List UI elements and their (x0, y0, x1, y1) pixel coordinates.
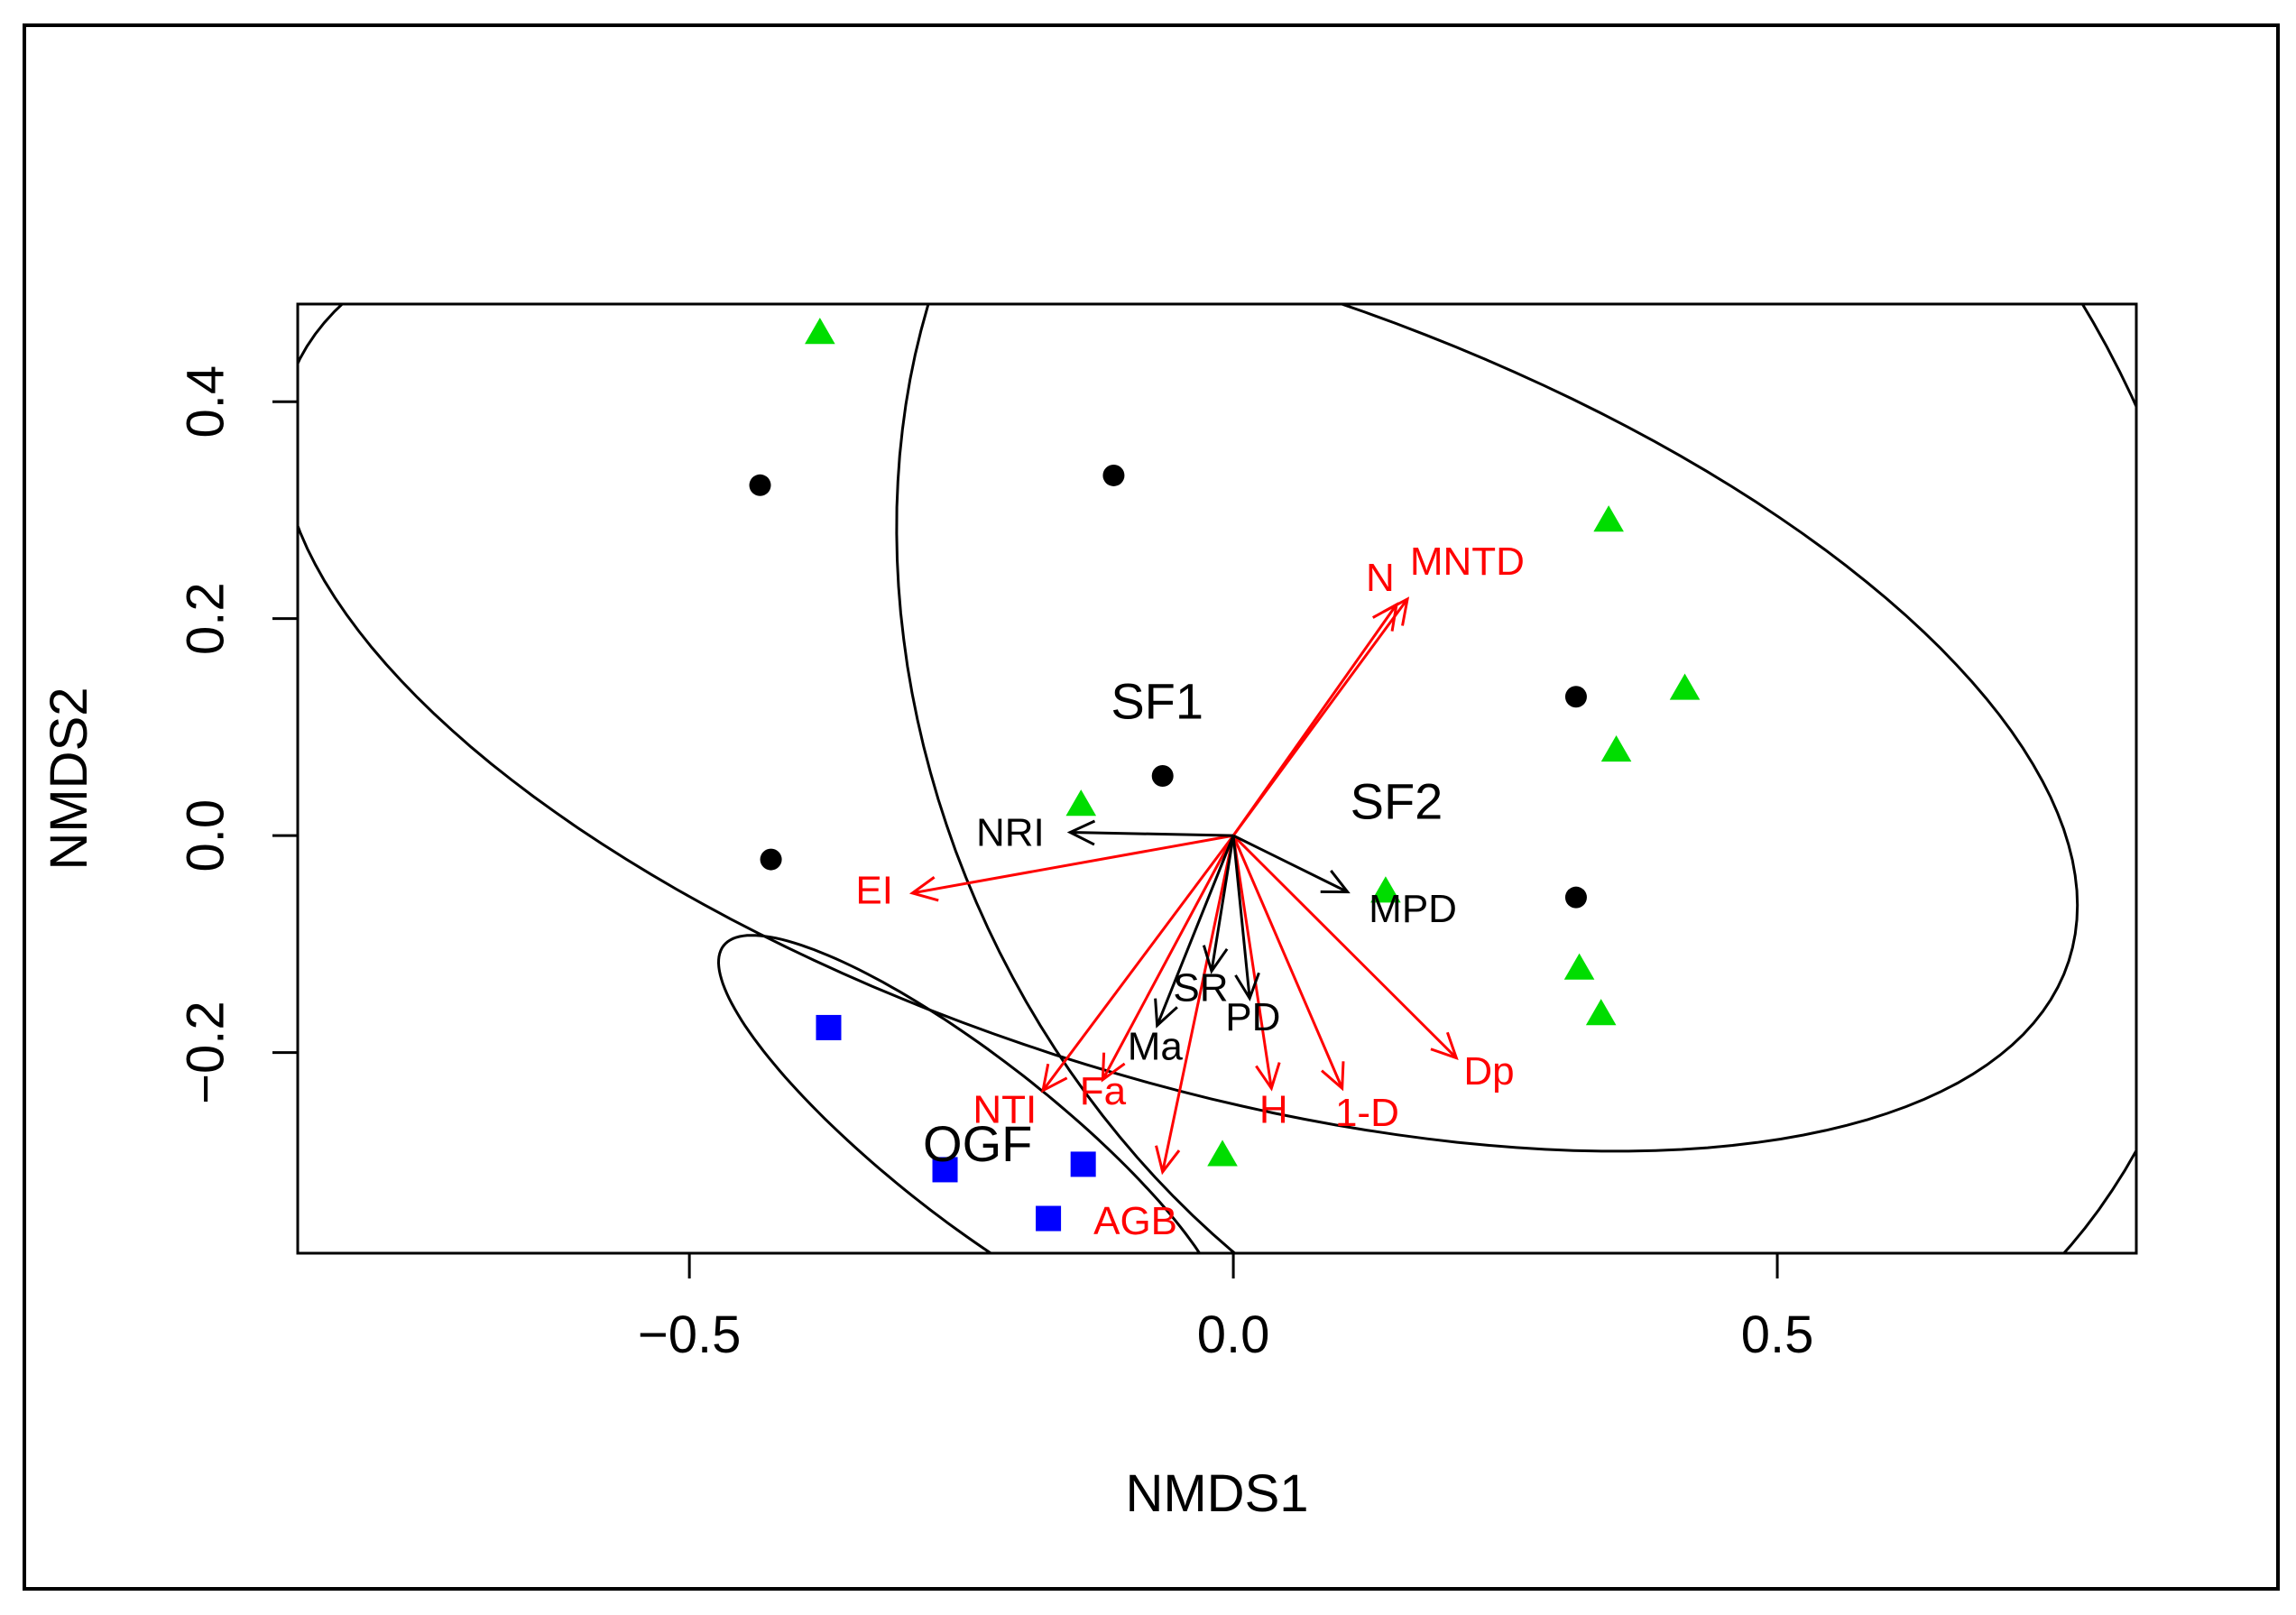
vector-label-n: N (1366, 556, 1395, 600)
vector-arrowhead (1040, 1063, 1068, 1094)
point-sf2 (805, 318, 835, 345)
vector-arrowhead (1202, 945, 1229, 974)
vector-dp (1232, 835, 1459, 1061)
point-ogf (1036, 1205, 1062, 1232)
label-layer: SF1 SF2 OGF N MNTD EI NTI Fa AGB H 1-D Dp NRI MPD SRPD… (855, 540, 1525, 1243)
vector-shaft (1231, 835, 1251, 999)
point-sf2 (1370, 876, 1401, 903)
vector-mntd (1231, 596, 1410, 837)
vector-label-fa: Fa (1080, 1069, 1127, 1113)
y-tick-label: −0.2 (176, 1001, 235, 1104)
vector-layer (908, 596, 1459, 1176)
vector-arrowhead (1234, 972, 1260, 1001)
y-tick-label: 0.4 (176, 365, 235, 438)
point-sf1 (1102, 464, 1125, 486)
point-sf2 (1207, 1140, 1238, 1167)
x-tick-label: 0.0 (1197, 1306, 1270, 1364)
vector-label-ei: EI (855, 868, 893, 912)
point-sf2 (1585, 999, 1617, 1026)
axis-layer: −0.5 0.0 0.5 −0.2 0.0 0.2 0.4 (176, 365, 1813, 1364)
ellipse-ogf (716, 934, 1202, 1253)
point-sf2 (1563, 953, 1595, 980)
vector-label-nti: NTI (973, 1087, 1037, 1131)
point-sf1 (749, 474, 771, 496)
ellipse-sf2 (895, 304, 2136, 1253)
point-ogf (932, 1157, 958, 1183)
vector-arrowhead (908, 876, 939, 902)
group-label-ogf: OGF (923, 1115, 1032, 1172)
vector-shaft (912, 834, 1234, 895)
point-sf1 (1151, 764, 1174, 787)
vector-shaft (1232, 835, 1458, 1059)
ellipse-sf1 (298, 304, 2079, 1153)
vector-shaft (1231, 835, 1273, 1089)
y-axis-label: NMDS2 (40, 687, 98, 870)
vector-shaft (1232, 834, 1349, 893)
x-axis-label: NMDS1 (1125, 1464, 1308, 1523)
group-label-sf2: SF2 (1351, 772, 1443, 829)
vector-h (1231, 835, 1281, 1092)
point-sf1 (760, 848, 782, 871)
vector-label-h: H (1259, 1087, 1288, 1131)
vector-label-nri: NRI (976, 811, 1045, 855)
vector-nti (1040, 835, 1235, 1094)
vector-label-dp: Dp (1463, 1049, 1514, 1094)
vector-sr (1202, 835, 1235, 974)
vector-label-agb: AGB (1093, 1199, 1177, 1243)
vector-arrowhead (1321, 1061, 1345, 1092)
figure-border (23, 23, 2280, 1591)
vector-label-mntd: MNTD (1410, 540, 1525, 584)
ellipse-layer (298, 304, 2136, 1253)
vector-shaft (1102, 835, 1235, 1081)
point-layer (749, 318, 1701, 1232)
vector-ei (908, 834, 1234, 902)
vector-ma (1154, 835, 1235, 1029)
x-tick-label: 0.5 (1741, 1306, 1814, 1364)
vector-label-1-d: 1-D (1335, 1091, 1399, 1135)
plot-frame (296, 302, 2138, 1255)
vector-label-ma: Ma (1128, 1025, 1184, 1069)
vector-arrowhead (1320, 870, 1351, 894)
vector-label-pd: PD (1225, 995, 1280, 1039)
vector-pd (1231, 835, 1260, 1001)
vector-fa (1101, 835, 1235, 1083)
vector-shaft (1161, 835, 1235, 1173)
y-tick-label: 0.2 (176, 582, 235, 655)
vector-nri (1066, 819, 1234, 846)
vector-agb (1155, 835, 1235, 1176)
vector-mpd (1232, 834, 1351, 894)
x-tick-label: −0.5 (638, 1306, 742, 1364)
vector-arrowhead (1155, 1145, 1181, 1176)
vector-shaft (1156, 835, 1235, 1027)
vector-arrowhead (1430, 1031, 1459, 1061)
vector-arrowhead (1101, 1052, 1126, 1083)
point-sf2 (1600, 734, 1632, 762)
y-tick-label: 0.0 (176, 799, 235, 872)
point-sf2 (1593, 505, 1624, 532)
vector-arrowhead (1382, 596, 1410, 626)
vector-shaft (1041, 835, 1235, 1092)
point-sf2 (1669, 673, 1701, 700)
vector-arrowhead (1255, 1062, 1281, 1092)
vector-shaft (1210, 835, 1235, 972)
vector-arrowhead (1066, 819, 1096, 846)
point-ogf (1070, 1151, 1096, 1177)
vector-label-sr: SR (1173, 966, 1228, 1011)
vector-shaft (1070, 831, 1234, 837)
point-sf2 (1065, 789, 1097, 817)
vector-shaft (1231, 835, 1344, 1089)
group-label-sf1: SF1 (1111, 673, 1203, 730)
point-ogf (816, 1014, 842, 1040)
vector-shaft (1231, 598, 1409, 837)
point-sf1 (1564, 886, 1587, 909)
vector-label-mpd: MPD (1369, 887, 1457, 931)
vector-arrowhead (1154, 998, 1178, 1029)
vector-1-d (1231, 835, 1345, 1092)
point-sf1 (1564, 686, 1587, 708)
